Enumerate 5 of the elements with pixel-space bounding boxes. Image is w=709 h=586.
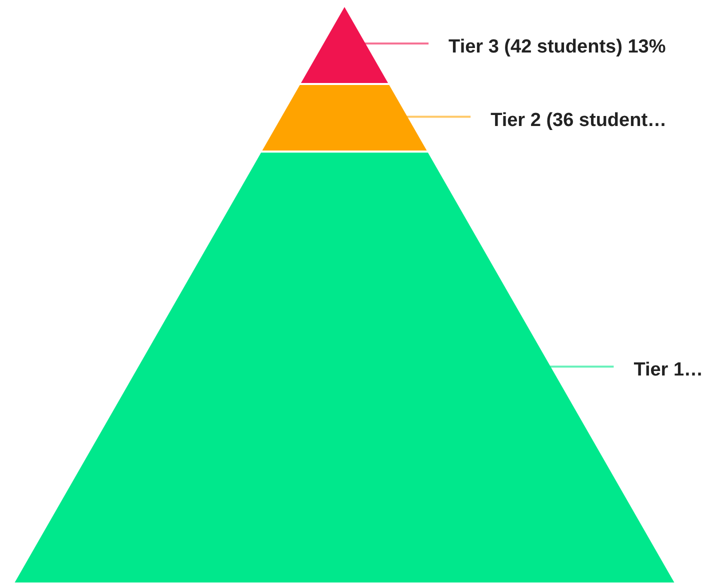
category-label: Tier 2 [490, 110, 541, 131]
category-label: Tier 1… [634, 360, 704, 381]
category-label: Tier 3 [448, 36, 499, 58]
data-label: (36 student… [546, 110, 667, 131]
data-label: (42 students) 13% [504, 36, 666, 58]
